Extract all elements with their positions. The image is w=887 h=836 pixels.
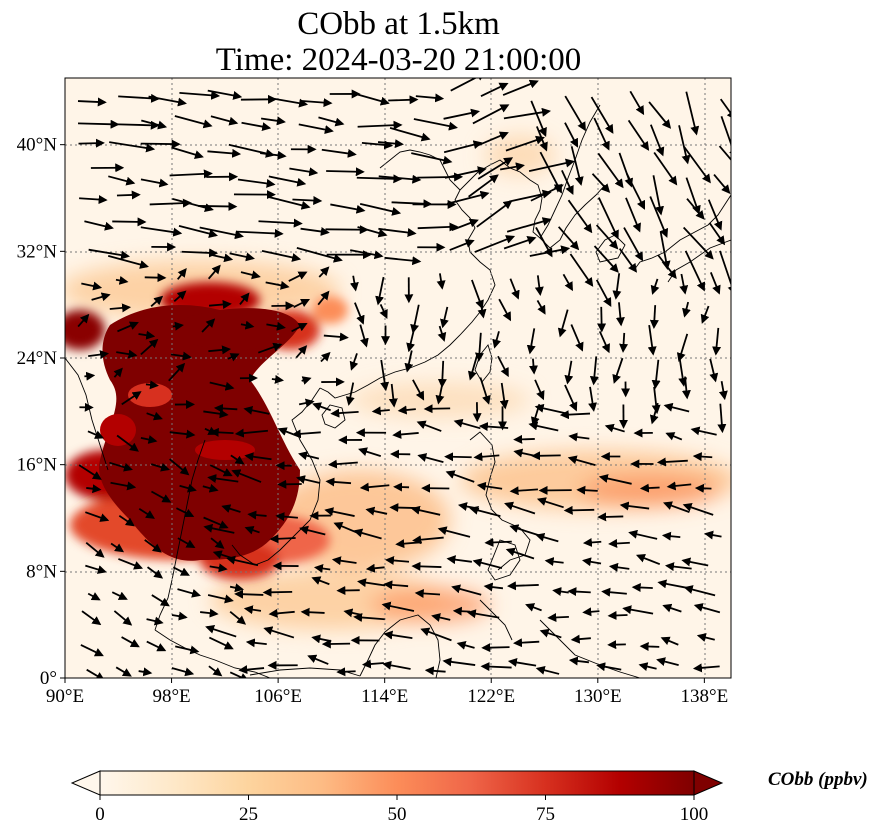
lon-tick-label: 138°E (681, 686, 729, 707)
map-title: CObb at 1.5km (297, 6, 500, 42)
lat-tick-label: 40°N (17, 135, 58, 156)
lat-tick-label: 16°N (17, 455, 58, 476)
colorbar-tick-label: 25 (239, 804, 258, 825)
wind-vectors (77, 78, 731, 678)
longitude-axis: 90°E 98°E 106°E 114°E 122°E 130°E 138°E (46, 678, 728, 707)
colorbar-tick-label: 75 (536, 804, 555, 825)
colorbar: 0 25 50 75 100 (70, 770, 724, 825)
colorbar-tick-label: 50 (388, 804, 407, 825)
colorbar-label: CObb (ppbv) (768, 769, 868, 790)
colorbar-max-extend (693, 770, 724, 796)
latitude-axis: 0° 8°N 16°N 24°N 32°N 40°N (17, 135, 65, 689)
lon-tick-label: 122°E (467, 686, 515, 707)
colorbar-tick-label: 100 (680, 804, 709, 825)
lon-tick-label: 114°E (361, 686, 408, 707)
lat-tick-label: 24°N (17, 348, 58, 369)
colorbar-gradient (99, 770, 695, 796)
lon-tick-label: 98°E (152, 686, 190, 707)
map-frame (64, 77, 732, 679)
colorbar-tick-label: 0 (95, 804, 105, 825)
lon-tick-label: 130°E (574, 686, 622, 707)
lon-tick-label: 106°E (254, 686, 302, 707)
lat-tick-label: 8°N (26, 561, 57, 582)
lat-tick-label: 32°N (17, 241, 58, 262)
lon-tick-label: 90°E (46, 686, 84, 707)
lat-tick-label: 0° (40, 668, 57, 689)
map-subtitle-time: Time: 2024-03-20 21:00:00 (215, 42, 582, 78)
colorbar-min-extend (70, 770, 101, 796)
